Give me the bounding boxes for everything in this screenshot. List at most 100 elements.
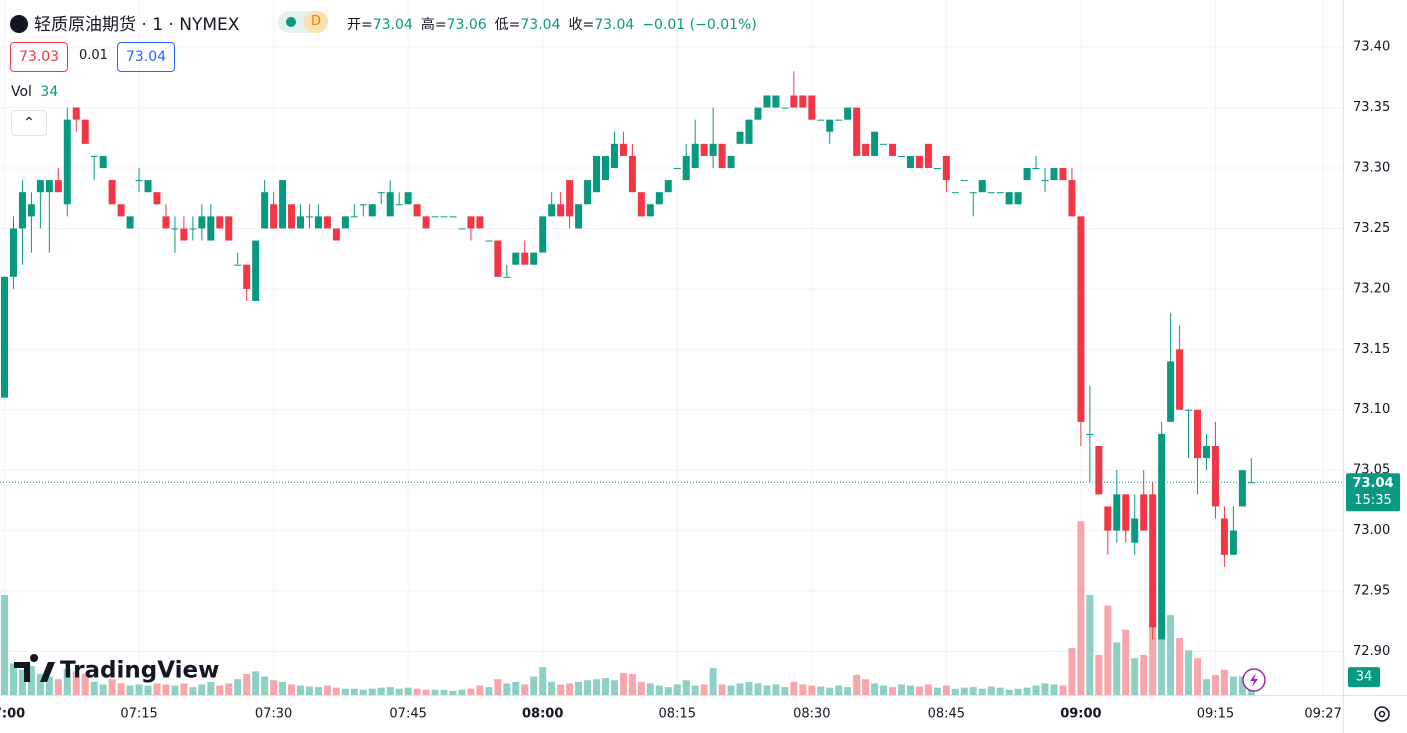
volume-bar — [1202, 679, 1210, 695]
volume-bar — [27, 666, 35, 695]
y-tick-label: 72.90 — [1353, 644, 1390, 659]
candle-body — [1185, 409, 1193, 411]
collapse-button[interactable]: ⌃ — [11, 110, 47, 136]
ask-button[interactable]: 73.04 — [117, 42, 176, 72]
status-dot — [286, 17, 296, 27]
volume-bar — [530, 676, 538, 695]
volume-bar — [1050, 684, 1058, 695]
candle-body — [960, 180, 968, 182]
volume-bar — [1229, 676, 1237, 695]
volume-bar — [279, 681, 287, 695]
candle-body — [225, 216, 233, 241]
candle-body — [341, 216, 349, 229]
volume-bar — [359, 689, 367, 695]
volume-bar — [126, 685, 134, 695]
volume-bar — [440, 689, 448, 695]
volume-bar — [709, 668, 717, 695]
candle-body — [449, 216, 457, 218]
candle-body — [1211, 446, 1219, 507]
candle-body — [610, 143, 618, 169]
volume-bar — [117, 683, 125, 695]
volume-bar — [467, 688, 475, 695]
candle-body — [36, 180, 44, 193]
alert-icon[interactable] — [1242, 668, 1266, 692]
ohlc-value: 73.06 — [446, 17, 487, 33]
candle-body — [1238, 470, 1246, 507]
volume-bar — [261, 676, 269, 695]
candle-body — [1005, 192, 1013, 205]
volume-bar — [548, 681, 556, 695]
candle-body — [566, 180, 574, 217]
candle-body — [180, 228, 188, 241]
x-tick-label: 07:15 — [120, 707, 157, 722]
volume-bar — [476, 685, 484, 695]
volume-bar — [1005, 689, 1013, 695]
candle-body — [987, 192, 995, 194]
y-tick-label: 73.30 — [1353, 161, 1390, 176]
candle-body — [1023, 168, 1031, 181]
candle-body — [763, 95, 771, 108]
candle-body — [1202, 446, 1210, 459]
volume-bar — [288, 684, 296, 695]
candle-body — [754, 107, 762, 120]
candle-body — [1095, 446, 1103, 495]
ohlc-value: 73.04 — [372, 17, 413, 33]
x-tick-label: 08:15 — [659, 707, 696, 722]
volume-bar — [853, 674, 861, 695]
y-tick-label: 72.95 — [1353, 584, 1390, 599]
status-badge: D — [304, 11, 328, 33]
candle-body — [817, 119, 825, 121]
volume-bar — [1220, 669, 1228, 695]
candle-body — [619, 143, 627, 156]
candle-body — [288, 204, 296, 229]
status-pill[interactable]: D — [278, 11, 328, 33]
candle-body — [736, 131, 744, 144]
change: −0.01 (−0.01%) — [642, 17, 757, 33]
candle-body — [808, 95, 816, 120]
volume-bar — [969, 687, 977, 695]
settings-icon[interactable] — [1374, 706, 1390, 722]
candle-body — [476, 216, 484, 229]
volume-bar — [575, 681, 583, 695]
candle-body — [377, 192, 385, 194]
candle-body — [1122, 494, 1130, 531]
candle-body — [1041, 180, 1049, 182]
volume-bar — [81, 673, 89, 695]
candle-body — [1059, 168, 1067, 181]
grid — [0, 0, 1343, 695]
volume-bar — [1023, 687, 1031, 695]
candle-body — [467, 216, 475, 229]
candle-body — [18, 192, 26, 229]
volume-bar — [880, 685, 888, 695]
volume-bar — [413, 688, 421, 695]
candle-body — [1158, 433, 1166, 640]
bid-button[interactable]: 73.03 — [10, 42, 69, 72]
volume-bar — [341, 688, 349, 695]
candle-body — [458, 228, 466, 230]
volume-bar — [898, 684, 905, 695]
volume-bar — [377, 687, 385, 695]
candle-body — [1220, 518, 1228, 555]
volume-bar — [889, 687, 897, 695]
volume-bar — [144, 685, 152, 695]
volume-bar — [700, 684, 708, 695]
volume-bar — [637, 681, 645, 695]
spread: 0.01 — [79, 48, 108, 63]
volume-bar — [243, 673, 251, 695]
candle-body — [655, 192, 663, 205]
candle-body — [63, 119, 71, 205]
candle-body — [844, 107, 852, 120]
volume-bar — [485, 687, 493, 695]
candle-body — [216, 216, 224, 229]
volume-bar — [198, 684, 206, 695]
volume-bar — [449, 690, 457, 695]
x-tick-label: 09:15 — [1197, 707, 1234, 722]
candle-body — [45, 180, 53, 193]
volume-bar — [216, 685, 224, 695]
candle-body — [494, 240, 502, 277]
volume-bar — [539, 667, 547, 695]
candle-body — [862, 143, 870, 156]
candle-body — [117, 204, 125, 217]
